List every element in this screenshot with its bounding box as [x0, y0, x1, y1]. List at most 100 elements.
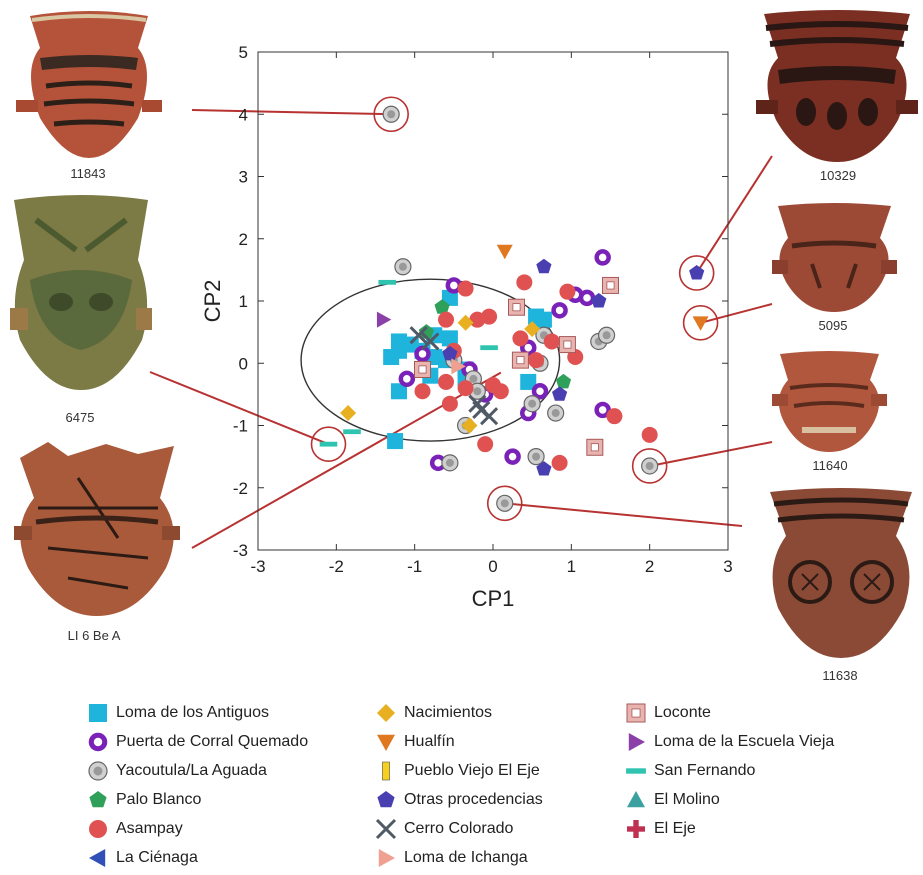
- point-yacoutula-la-aguada: [641, 457, 659, 475]
- legend-label: Cerro Colorado: [404, 820, 514, 837]
- point-cerro-colorado: [421, 332, 440, 351]
- y-tick-label: -2: [233, 479, 248, 498]
- point-loconte: [414, 360, 431, 378]
- legend-marker: [377, 791, 395, 808]
- y-tick-label: 5: [239, 43, 248, 62]
- point-loma-de-los-antiguos: [441, 330, 458, 347]
- x-tick-label: 2: [645, 557, 654, 576]
- data-points: [310, 96, 719, 522]
- point-otras-procedencias: [552, 386, 568, 401]
- point-asampay: [457, 280, 474, 297]
- point-asampay: [606, 408, 623, 425]
- legend-marker: [88, 761, 108, 781]
- vessel-label-LI6BeA: LI 6 Be A: [67, 628, 121, 643]
- point-yacoutula-la-aguada: [394, 258, 412, 276]
- legend-marker: [89, 791, 107, 808]
- legend-label: Otras procedencias: [404, 791, 543, 808]
- point-puerta-de-corral-quemado: [504, 448, 521, 465]
- callout-circle: [373, 96, 409, 133]
- vessel-photo-6475: [6, 190, 156, 395]
- vessel-photo-11640: [772, 350, 887, 454]
- point-nacimientos: [457, 314, 474, 331]
- y-tick-label: 3: [239, 168, 248, 187]
- legend-label: Pueblo Viejo El Eje: [404, 762, 540, 779]
- point-asampay: [528, 352, 545, 369]
- legend-item: Pueblo Viejo El Eje: [374, 760, 540, 782]
- point-san-fernando: [343, 429, 361, 435]
- legend-item: Yacoutula/La Aguada: [86, 760, 267, 782]
- point-hualfin: [496, 244, 513, 260]
- x-tick-label: -1: [407, 557, 422, 576]
- point-loma-de-los-antiguos: [391, 383, 407, 400]
- point-puerta-de-corral-quemado: [398, 370, 416, 388]
- point-otras-procedencias: [591, 293, 607, 308]
- point-cerro-colorado: [409, 326, 428, 345]
- callout-line: [695, 155, 773, 274]
- point-loma-de-los-antiguos: [383, 349, 400, 366]
- legend-item: El Molino: [624, 789, 720, 811]
- callout-circle: [486, 485, 523, 522]
- y-tick-label: 0: [239, 354, 248, 373]
- point-loconte: [508, 298, 525, 316]
- y-tick-label: 4: [239, 105, 248, 124]
- legend-item: San Fernando: [624, 760, 755, 782]
- legend-label: Nacimientos: [404, 704, 493, 721]
- vessel-photo-11638: [760, 486, 922, 660]
- point-otras-procedencias: [442, 345, 458, 361]
- callout-line: [700, 303, 773, 324]
- legend-label: Loma de Ichanga: [404, 849, 528, 866]
- legend-item: Otras procedencias: [374, 789, 543, 811]
- legend-item: Loma de Ichanga: [374, 847, 528, 869]
- x-tick-label: 0: [488, 557, 497, 576]
- legend-item: Puerta de Corral Quemado: [86, 731, 308, 753]
- legend-marker: [626, 703, 646, 723]
- legend-item: Asampay: [86, 818, 183, 840]
- legend-label: Palo Blanco: [116, 791, 202, 808]
- point-loconte: [602, 276, 619, 294]
- point-asampay: [551, 454, 568, 471]
- point-palo-blanco: [434, 299, 450, 314]
- point-puerta-de-corral-quemado: [414, 345, 431, 363]
- vessel-label-11843: 11843: [70, 166, 106, 181]
- legend-item: La Ciénaga: [86, 847, 198, 869]
- x-tick-label: 3: [723, 557, 732, 576]
- point-otras-procedencias: [536, 461, 552, 476]
- point-cerro-colorado: [468, 394, 487, 413]
- point-asampay: [477, 436, 494, 453]
- point-otras-procedencias: [536, 258, 552, 274]
- point-palo-blanco: [555, 373, 572, 389]
- point-yacoutula-la-aguada: [527, 448, 545, 466]
- point-loma-de-los-antiguos: [387, 433, 404, 450]
- callout-circle: [682, 304, 719, 341]
- cluster-ellipse: [300, 278, 561, 442]
- x-tick-label: 1: [567, 557, 576, 576]
- legend-label: Asampay: [116, 820, 183, 837]
- legend-label: Loma de la Escuela Vieja: [654, 733, 835, 750]
- legend-label: La Ciénaga: [116, 849, 198, 866]
- legend-marker: [377, 704, 395, 722]
- point-san-fernando: [378, 279, 397, 285]
- legend-label: Yacoutula/La Aguada: [116, 762, 267, 779]
- callout-circle: [310, 426, 347, 462]
- legend-item: Hualfín: [374, 731, 455, 753]
- legend-label: El Molino: [654, 791, 720, 808]
- point-otras-procedencias: [689, 265, 705, 280]
- vessel-label-5095: 5095: [818, 318, 848, 333]
- point-loma-de-los-antiguos: [441, 289, 458, 306]
- point-loma-de-los-antiguos: [520, 373, 537, 390]
- vessel-label-11640: 11640: [812, 458, 848, 473]
- legend-marker: [89, 704, 107, 722]
- x-tick-label: -3: [250, 557, 265, 576]
- point-loma-de-los-antiguos: [391, 333, 407, 350]
- vessel-photo-11843: [14, 8, 164, 160]
- legend-marker: [89, 849, 106, 867]
- vessel-photo-5095: [772, 202, 897, 314]
- point-asampay: [414, 383, 431, 400]
- point-yacoutula-la-aguada: [496, 494, 514, 512]
- legend-item: Palo Blanco: [86, 789, 201, 811]
- legend-item: Loma de los Antiguos: [86, 702, 269, 724]
- point-loconte: [558, 336, 576, 354]
- point-asampay: [481, 308, 498, 325]
- point-loma-de-la-escuela-vieja: [376, 311, 392, 328]
- legend-marker: [627, 820, 645, 838]
